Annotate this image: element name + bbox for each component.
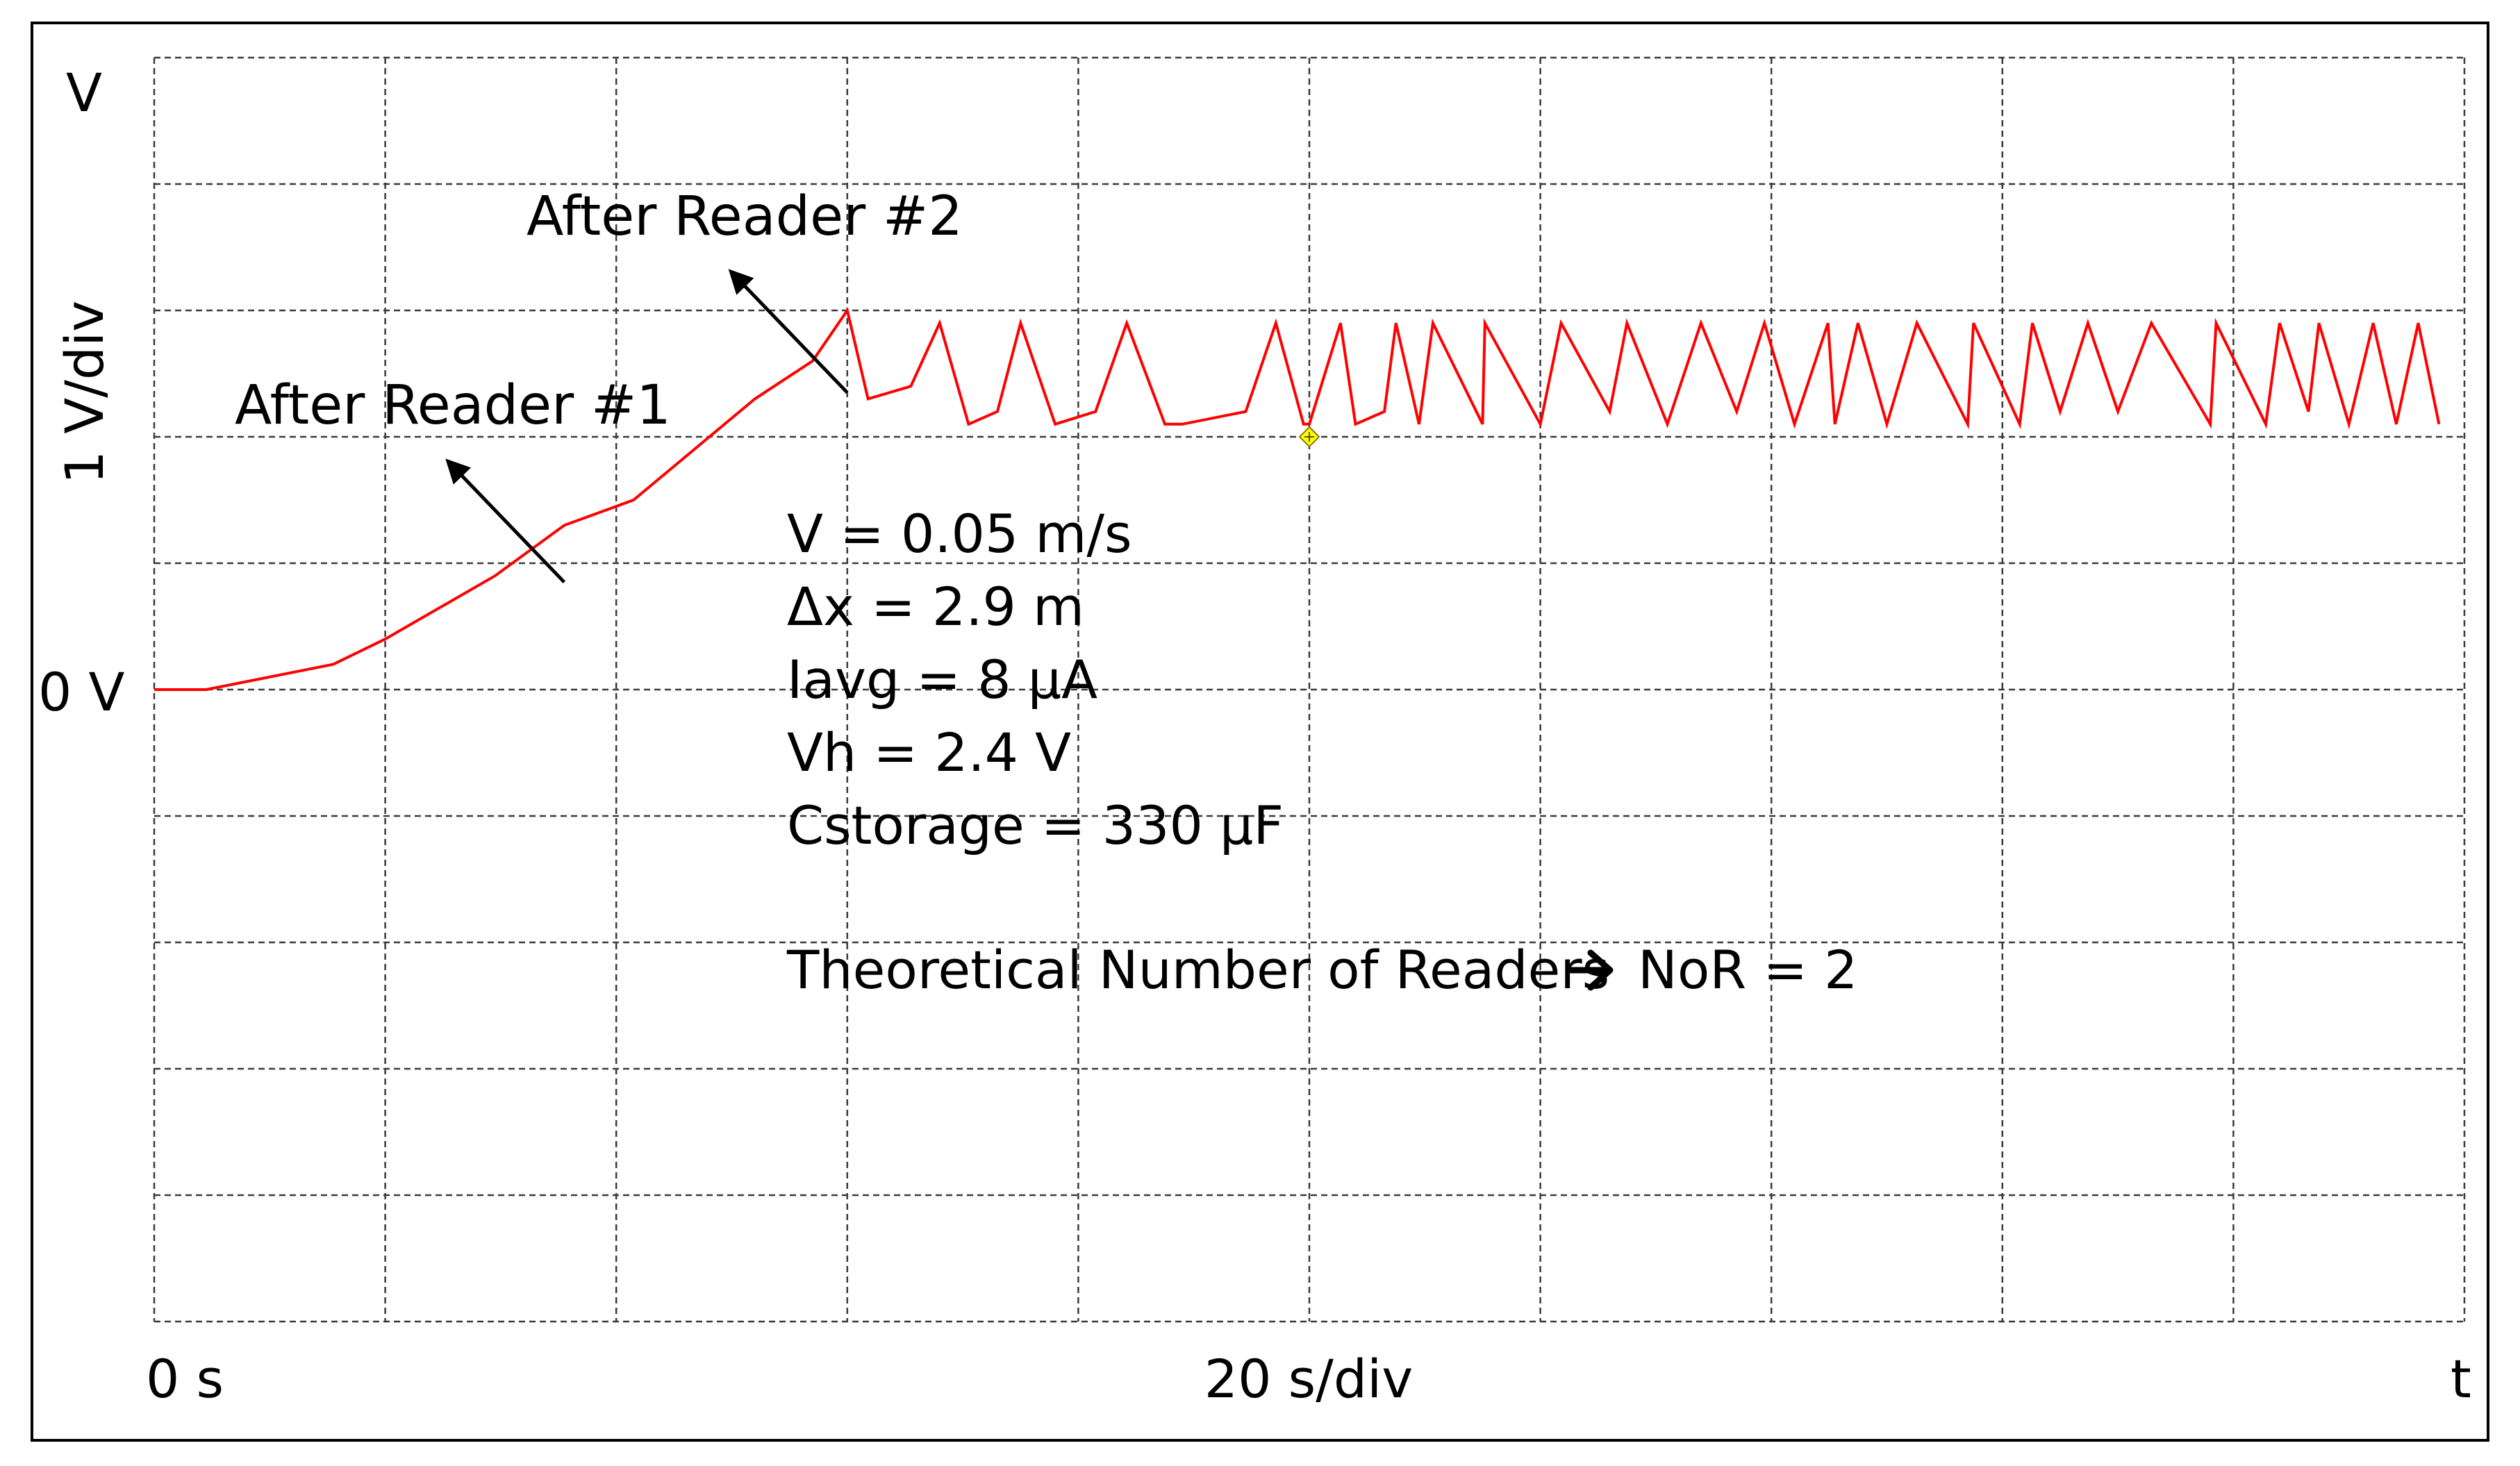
annotation-arrow-2 [728, 269, 849, 394]
param-iavg: Iavg = 8 µA [787, 649, 1097, 710]
chart-frame [31, 22, 2489, 1442]
voltage-trace [154, 307, 2441, 691]
x-origin-label: 0 s [146, 1348, 224, 1410]
cursor-crosshair [1304, 432, 1314, 442]
param-velocity: V = 0.05 m/s [787, 503, 1132, 565]
x-axis-label: 20 s/div [1204, 1348, 1413, 1410]
annotation-reader-1: After Reader #1 [235, 374, 671, 437]
y-unit-label: V [66, 62, 102, 124]
annotation-arrow-1 [445, 458, 566, 584]
y-origin-label: 0 V [38, 661, 125, 723]
grid [153, 56, 2466, 1323]
param-vh: Vh = 2.4 V [787, 722, 1071, 783]
y-axis-label: 1 V/div [53, 301, 115, 484]
param-cstorage: Cstorage = 330 µF [787, 794, 1284, 856]
right-arrow-icon [1565, 949, 1614, 991]
conclusion-result: NoR = 2 [1638, 939, 1858, 1001]
annotation-reader-2: After Reader #2 [527, 185, 963, 248]
x-unit-label: t [2451, 1348, 2471, 1410]
annotation-arrows [445, 269, 849, 584]
conclusion-text: Theoretical Number of Readers [786, 939, 1609, 1001]
cursor-marker [1298, 426, 1320, 448]
param-delta-x: Δx = 2.9 m [787, 576, 1084, 638]
